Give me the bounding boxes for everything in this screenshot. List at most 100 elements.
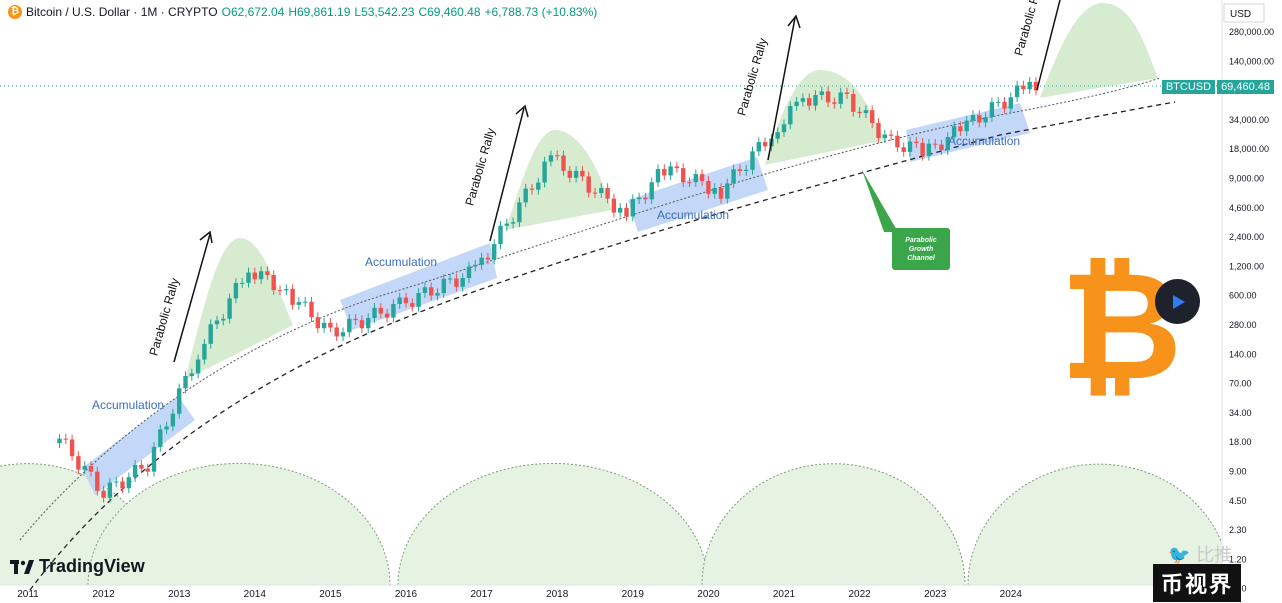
- callout-label-line-2: Growth: [909, 246, 934, 253]
- candle-body: [353, 318, 358, 321]
- candle-body: [101, 490, 106, 498]
- candle-body: [88, 466, 94, 472]
- x-tick-label: 2015: [319, 589, 342, 600]
- rally-arrows: [173, 0, 1061, 363]
- candle-body: [132, 464, 138, 478]
- candle-body: [221, 318, 226, 321]
- candle-body: [271, 274, 276, 291]
- candle-body: [170, 413, 176, 427]
- candle-body: [498, 225, 503, 245]
- current-price-label: BTCUSD 69,460.48: [1161, 80, 1274, 94]
- tradingview-mark-icon: [10, 559, 34, 574]
- chart-header: ₿ Bitcoin / U.S. Dollar · 1M · CRYPTO O6…: [8, 5, 597, 19]
- rally-arrow-1: [173, 233, 211, 363]
- open-value: O62,672.04: [221, 5, 285, 19]
- candle-body: [580, 170, 585, 177]
- candle-body: [901, 147, 906, 152]
- candle-body: [920, 142, 925, 156]
- callout-label-line-3: Channel: [907, 255, 936, 262]
- candle-body: [151, 446, 157, 472]
- candle-body: [479, 257, 484, 265]
- candle-body: [907, 141, 913, 152]
- candle-body: [473, 264, 478, 267]
- y-tick-label: 18,000.00: [1229, 144, 1269, 154]
- x-tick-label: 2019: [622, 589, 645, 600]
- candles: [57, 77, 1039, 503]
- candle-body: [82, 466, 87, 470]
- candle-body: [510, 222, 516, 224]
- accumulation-band-4: [906, 103, 1030, 162]
- candle-body: [189, 373, 194, 377]
- candle-body: [674, 166, 680, 169]
- candle-body: [252, 272, 257, 280]
- candle-body: [624, 207, 629, 217]
- candle-body: [662, 169, 667, 176]
- x-tick-label: 2020: [697, 589, 720, 600]
- candle-body: [202, 343, 207, 360]
- cycle-arc-3: [397, 462, 709, 585]
- y-tick-label: 9.00: [1229, 467, 1247, 477]
- candle-body: [410, 303, 415, 307]
- candle-body: [561, 155, 566, 171]
- watermark-small: 🐦 比推: [1168, 541, 1232, 567]
- candle-body: [76, 456, 81, 470]
- candle-body: [567, 170, 572, 178]
- candle-body: [970, 115, 976, 121]
- candle-body: [555, 155, 560, 157]
- candle-body: [309, 301, 314, 318]
- candle-body: [233, 283, 239, 299]
- candle-body: [731, 169, 736, 184]
- play-button[interactable]: [1155, 279, 1200, 324]
- candle-body: [126, 477, 131, 489]
- candle-body: [214, 320, 220, 325]
- x-tick-label: 2016: [395, 589, 418, 600]
- candle-body: [1027, 81, 1032, 90]
- candle-body: [964, 120, 969, 132]
- candle-body: [756, 142, 761, 152]
- candle-body: [750, 151, 755, 170]
- candle-body: [258, 271, 264, 280]
- rally-area-2: [505, 130, 612, 230]
- y-tick-label: 4.50: [1229, 496, 1247, 506]
- y-tick-label: 9,000.00: [1229, 174, 1264, 184]
- candle-body: [347, 318, 352, 333]
- candle-body: [378, 307, 383, 314]
- candle-body: [914, 141, 919, 143]
- candle-body: [977, 115, 982, 123]
- candle-body: [681, 168, 686, 183]
- candle-body: [1033, 81, 1039, 91]
- candle-body: [466, 266, 472, 279]
- x-tick-label: 2012: [92, 589, 115, 600]
- accumulation-label-1: Accumulation: [92, 398, 164, 412]
- candle-body: [706, 181, 711, 194]
- rally-arrowhead-1: [199, 230, 213, 244]
- candle-body: [296, 302, 302, 305]
- candle-body: [888, 134, 894, 136]
- candle-body: [813, 95, 818, 106]
- candle-body: [945, 137, 950, 151]
- candle-body: [611, 198, 617, 213]
- candle-body: [460, 278, 465, 287]
- y-tick-label: 2,400.00: [1229, 232, 1264, 242]
- low-value: L53,542.23: [354, 5, 415, 19]
- candle-body: [870, 110, 875, 123]
- axis-currency-box: [1223, 3, 1265, 23]
- candle-body: [807, 98, 812, 106]
- candle-body: [762, 142, 768, 147]
- candle-body: [523, 188, 528, 203]
- candle-body: [825, 91, 831, 103]
- candle-body: [328, 322, 333, 328]
- tradingview-logo[interactable]: TradingView: [10, 556, 145, 577]
- candle-body: [844, 92, 850, 95]
- change-value: +6,788.73 (+10.83%): [484, 5, 598, 19]
- candle-body: [655, 169, 661, 183]
- candle-body: [429, 287, 434, 296]
- candle-body: [876, 122, 881, 139]
- candle-body: [359, 320, 365, 329]
- y-tick-label: 2.30: [1229, 525, 1247, 535]
- candle-body: [744, 169, 749, 171]
- candle-body: [851, 94, 856, 112]
- callout-box: [892, 228, 950, 270]
- candle-body: [441, 278, 446, 294]
